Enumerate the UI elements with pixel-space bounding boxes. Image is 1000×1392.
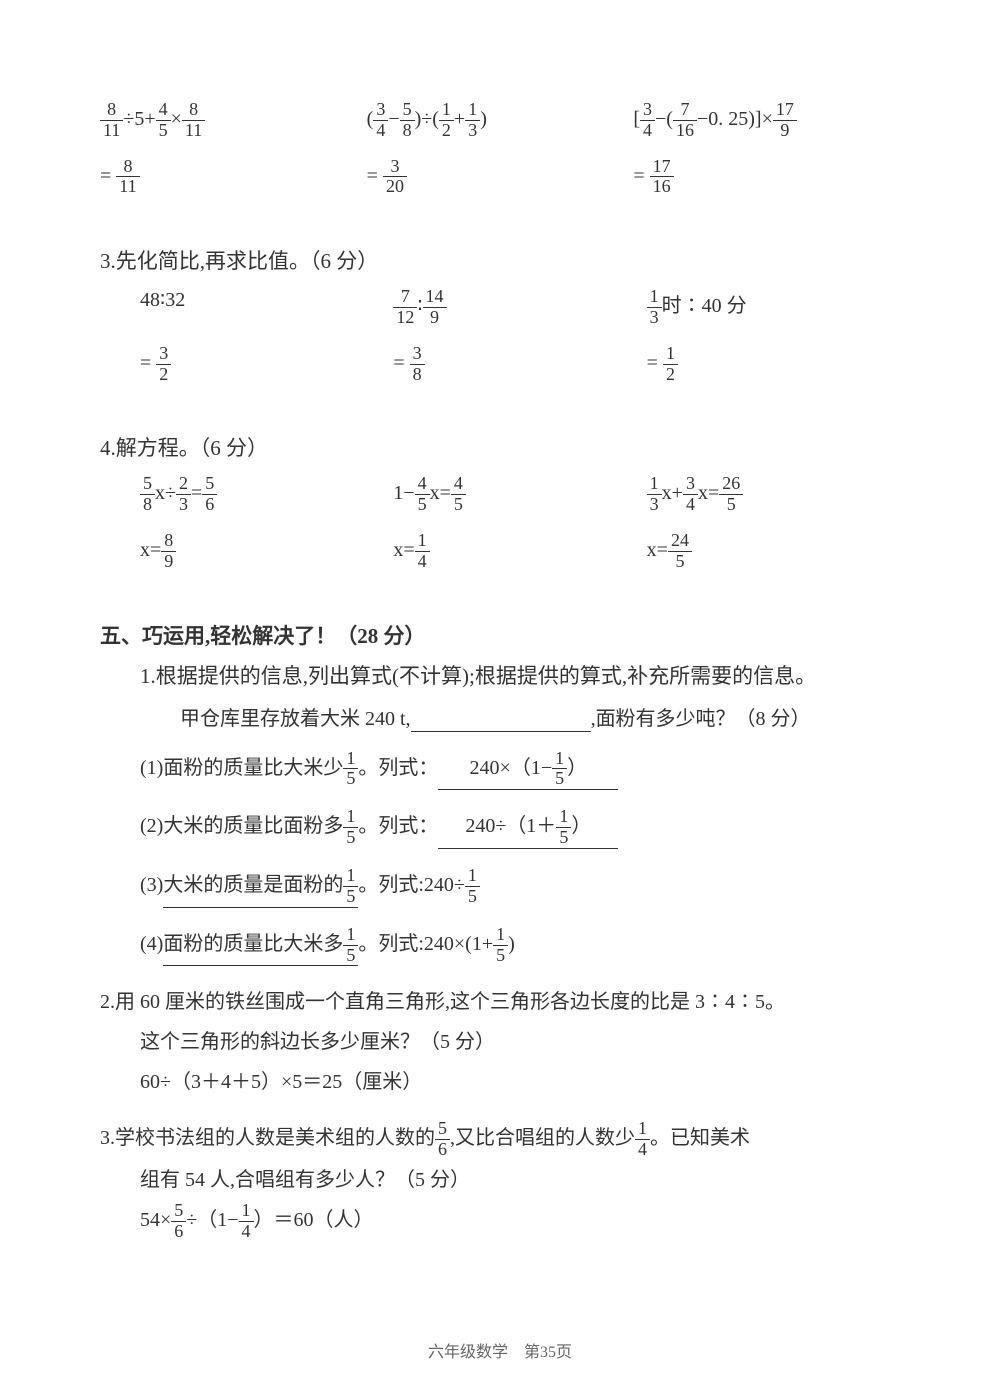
eq: =	[191, 482, 202, 504]
calc-row: 811÷5+45×811 (34−58)÷(12+13) [34−(716−0.…	[100, 100, 900, 205]
sec5-q2-line1: 2.用 60 厘米的铁丝围成一个直角三角形,这个三角形各边长度的比是 3∶4∶5…	[100, 982, 900, 1022]
ans-post: ）＝60（人）	[254, 1209, 374, 1231]
calc-1: 811÷5+45×811	[100, 100, 367, 141]
sec5-q3-answer: 54×56÷（1−14）＝60（人）	[140, 1200, 900, 1242]
sec5-q1-title: 1.根据提供的信息,列出算式(不计算);根据提供的算式,补充所需要的信息。	[140, 660, 900, 690]
stem-a: 甲仓库里存放着大米 240 t,	[180, 708, 411, 730]
fill-underline: 大米的质量是面粉的15	[163, 865, 358, 908]
op: ÷5+	[123, 108, 155, 130]
calc-1-ans: = 811	[100, 157, 367, 198]
tail: 。列式：	[358, 757, 438, 779]
label: (4)	[140, 933, 163, 955]
line1c: 。已知美术	[650, 1127, 750, 1149]
mid: 。列式:240÷	[358, 874, 465, 896]
q3-ans-1: = 32	[140, 344, 393, 385]
sec5-q1-stem: 甲仓库里存放着大米 240 t, ,面粉有多少吨？（8 分）	[180, 702, 900, 732]
ans-pre: 54×	[140, 1209, 171, 1231]
q4-item-2: 1−45x=45	[393, 474, 646, 515]
sec5-q3-line1: 3.学校书法组的人数是美术组的人数的56,又比合唱组的人数少14。已知美术	[100, 1118, 900, 1160]
section-5: 五、巧运用,轻松解决了！（28 分） 1.根据提供的信息,列出算式(不计算);根…	[100, 620, 900, 1242]
answer-underline: 240÷（1＋15）	[438, 806, 618, 849]
paren: )	[480, 108, 487, 130]
fill-underline: 面粉的质量比大米多15	[163, 924, 358, 967]
mid: x÷	[155, 482, 176, 504]
sec5-q1-item-1: (1)面粉的质量比大米少15。列式：240×（1−15）	[140, 748, 900, 791]
tail: 。列式：	[358, 815, 438, 837]
ans-post: )	[508, 933, 515, 955]
sec5-header: 五、巧运用,轻松解决了！（28 分）	[100, 620, 900, 650]
page-footer: 六年级数学 第35页	[0, 1338, 1000, 1362]
sec5-q3: 3.学校书法组的人数是美术组的人数的56,又比合唱组的人数少14。已知美术 组有…	[100, 1118, 900, 1241]
q4-title: 4.解方程。（6 分）	[100, 432, 900, 462]
ans-post: ）	[567, 757, 587, 779]
blank-underline	[411, 702, 591, 732]
q4-ans-2: x=14	[393, 531, 646, 572]
fill: 面粉的质量比大米多	[163, 933, 343, 955]
paren: [	[633, 108, 640, 130]
line1a: 3.学校书法组的人数是美术组的人数的	[100, 1127, 435, 1149]
paren: )÷(	[415, 108, 439, 130]
calc-3: [34−(716−0. 25)]×179	[633, 100, 900, 141]
expr: 48∶32	[140, 289, 185, 311]
fill: 大米的质量是面粉的	[163, 874, 343, 896]
mid: x+	[662, 482, 683, 504]
sec5-q1-item-3: (3)大米的质量是面粉的15。列式:240÷15	[140, 865, 900, 908]
prefix: 1−	[393, 482, 414, 504]
suffix: 时∶40 分	[662, 295, 747, 317]
op: −	[388, 108, 399, 130]
ans-pre: 240×（1−	[470, 757, 553, 779]
q3-ans-2: = 38	[393, 344, 646, 385]
prefix: x=	[140, 539, 161, 561]
calc-3-ans: = 1716	[633, 157, 900, 198]
q4-item-1: 58x÷23=56	[140, 474, 393, 515]
q3-ans-3: = 12	[647, 344, 900, 385]
answer-underline: 240×（1−15）	[438, 748, 618, 791]
label: (2)大米的质量比面粉多	[140, 815, 343, 837]
label: (1)面粉的质量比大米少	[140, 757, 343, 779]
sec5-q1-item-4: (4)面粉的质量比大米多15。列式:240×(1+15)	[140, 924, 900, 967]
q3-item-2: 712∶149	[393, 287, 646, 328]
mid: x=	[430, 482, 451, 504]
label: (3)	[140, 874, 163, 896]
sec5-q3-line2: 组有 54 人,合唱组有多少人？（5 分）	[140, 1160, 900, 1200]
q4-ans-3: x=245	[647, 531, 900, 572]
op: −0. 25)	[697, 108, 755, 130]
prefix: x=	[393, 539, 414, 561]
paren: ]×	[755, 108, 773, 130]
stem-b: ,面粉有多少吨？（8 分）	[591, 708, 811, 730]
sec5-q1-item-2: (2)大米的质量比面粉多15。列式：240÷（1＋15）	[140, 806, 900, 849]
q3-title: 3.先化简比,再求比值。（6 分）	[100, 245, 900, 275]
calc-2-ans: = 320	[367, 157, 634, 198]
mid2: x=	[698, 482, 719, 504]
calc-2: (34−58)÷(12+13)	[367, 100, 634, 141]
sec5-q2: 2.用 60 厘米的铁丝围成一个直角三角形,这个三角形各边长度的比是 3∶4∶5…	[100, 982, 900, 1102]
q4: 4.解方程。（6 分） 58x÷23=56 1−45x=45 13x+34x=2…	[100, 432, 900, 579]
prefix: x=	[647, 539, 668, 561]
op: −(	[655, 108, 673, 130]
q3: 3.先化简比,再求比值。（6 分） 48∶32 712∶149 13时∶40 分…	[100, 245, 900, 392]
line1b: ,又比合唱组的人数少	[450, 1127, 635, 1149]
op: ×	[171, 108, 182, 130]
ans-pre: 240÷（1＋	[465, 815, 556, 837]
ans-mid: ÷（1−	[186, 1209, 238, 1231]
ans-post: ）	[571, 815, 591, 837]
paren: (	[367, 108, 374, 130]
q3-item-1: 48∶32	[140, 287, 393, 328]
sec5-q2-answer: 60÷（3＋4＋5）×5＝25（厘米）	[140, 1062, 900, 1102]
sec5-q1: 1.根据提供的信息,列出算式(不计算);根据提供的算式,补充所需要的信息。 甲仓…	[140, 660, 900, 967]
mid: 。列式:240×(1+	[358, 933, 493, 955]
op: +	[454, 108, 465, 130]
q4-ans-1: x=89	[140, 531, 393, 572]
sec5-q2-line2: 这个三角形的斜边长多少厘米？（5 分）	[140, 1022, 900, 1062]
q4-item-3: 13x+34x=265	[647, 474, 900, 515]
q3-item-3: 13时∶40 分	[647, 287, 900, 328]
